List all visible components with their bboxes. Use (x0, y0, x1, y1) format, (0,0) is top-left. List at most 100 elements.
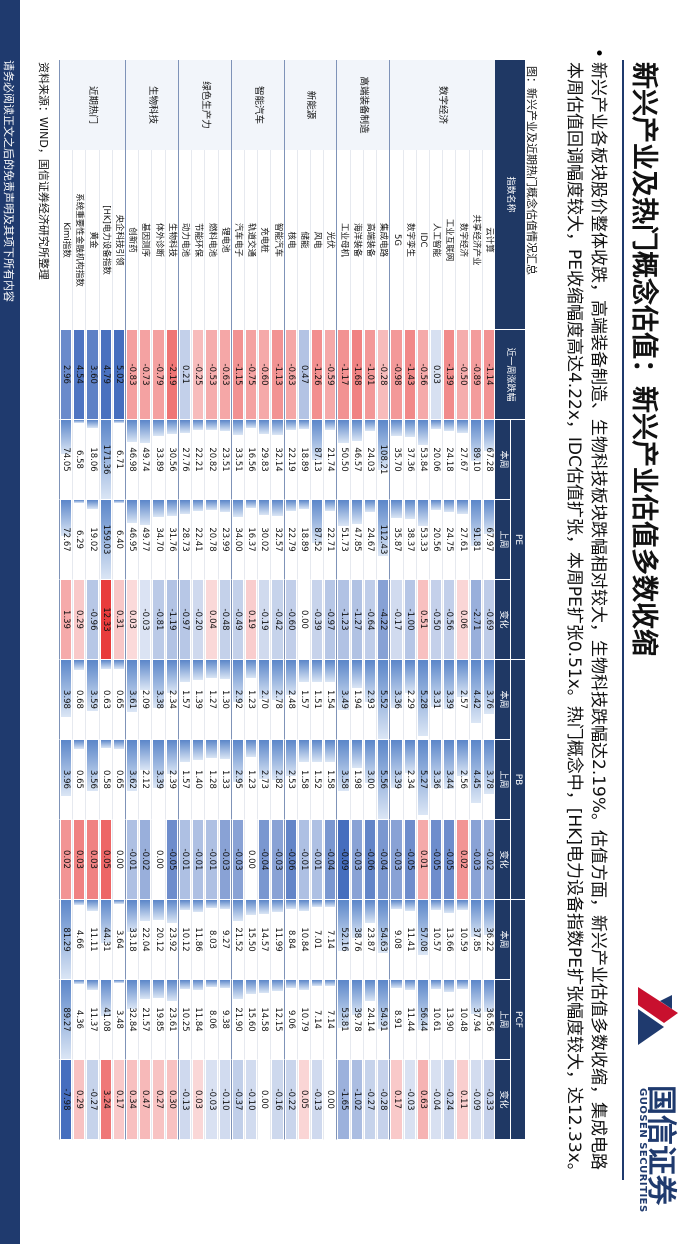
value-cell: 4.79 (98, 330, 112, 420)
cell-text: 2.70 (259, 690, 270, 709)
value-cell: 44.31 (98, 900, 112, 980)
cell-text: -0.10 (219, 1088, 230, 1111)
value-cell: 2.95 (230, 740, 244, 820)
cell-text: 39.78 (351, 1007, 362, 1032)
cell-text: 3.24 (100, 1090, 111, 1109)
cell-text: 21.74 (325, 447, 336, 472)
cell-text: -0.09 (338, 848, 349, 871)
cell-text: -0.50 (457, 363, 468, 386)
cell-text: 24.14 (365, 1007, 376, 1032)
value-cell: 171.36 (98, 420, 112, 500)
group-cell: 近期热门 (59, 60, 126, 150)
value-cell: 0.34 (125, 1060, 139, 1140)
value-cell: 0.17 (111, 1060, 126, 1140)
value-cell: 7.14 (323, 980, 337, 1060)
cell-text: 49.74 (140, 447, 151, 472)
row-name: 央企科技引领 (111, 150, 126, 330)
cell-text: 2.73 (259, 770, 270, 789)
cell-text: 33.18 (127, 927, 138, 952)
cell-text: 46.57 (351, 447, 362, 472)
row-name: 储能 (296, 150, 311, 330)
cell-text: 2.93 (365, 690, 376, 709)
bullet-text: 新兴产业各板块股价整体收跌，高端装备制造、生物科技板块跌幅相对较大，生物科技跌幅… (564, 62, 608, 1180)
cell-text: 3.62 (127, 770, 138, 789)
cell-text: 23.87 (365, 927, 376, 952)
value-cell: 0.03 (125, 580, 139, 660)
cell-text: 5.28 (417, 690, 428, 709)
value-cell: 0.27 (151, 1060, 165, 1140)
value-cell: 10.48 (455, 980, 469, 1060)
value-cell: -0.39 (310, 580, 324, 660)
value-cell: 1.98 (349, 740, 363, 820)
cell-text: 22.19 (285, 447, 296, 472)
value-cell: -0.56 (442, 580, 456, 660)
value-cell: -0.10 (243, 1060, 258, 1140)
cell-text: 4.79 (100, 365, 111, 384)
value-cell: 72.67 (59, 500, 73, 580)
cell-text: 23.99 (219, 527, 230, 552)
value-cell: 87.52 (310, 500, 324, 580)
cell-text: 56.44 (417, 1007, 428, 1032)
value-cell: 23.92 (164, 900, 178, 980)
value-cell: -0.22 (283, 1060, 297, 1140)
value-cell: 20.82 (204, 420, 218, 500)
value-cell: 27.67 (455, 420, 469, 500)
row-name: 海洋装备 (349, 150, 363, 330)
value-cell: -1.01 (362, 330, 377, 420)
cell-text: -0.01 (180, 848, 191, 871)
cell-text: 22.41 (193, 527, 204, 552)
cell-text: 3.56 (87, 770, 98, 789)
cell-text: 171.36 (100, 444, 111, 475)
cell-text: 21.90 (232, 1007, 243, 1032)
cell-text: -0.59 (325, 363, 336, 386)
value-cell: -1.00 (402, 580, 416, 660)
value-cell: 24.03 (362, 420, 377, 500)
cell-text: 3.76 (484, 690, 494, 709)
row-name: 创新药 (125, 150, 139, 330)
cell-text: -1.19 (166, 608, 177, 631)
cell-text: -0.16 (272, 1088, 283, 1111)
cell-text: -0.03 (206, 1088, 217, 1111)
logo (636, 985, 678, 1045)
value-cell: 108.21 (376, 420, 390, 500)
row-name: 智能汽车 (270, 150, 284, 330)
cell-text: 5.56 (378, 770, 389, 789)
value-cell: 21.90 (230, 980, 244, 1060)
cell-text: 1.30 (219, 690, 230, 709)
cell-text: 36.56 (484, 1007, 494, 1032)
cell-text: -0.98 (391, 363, 402, 386)
cell-text: 21.57 (140, 1007, 151, 1032)
cell-text: 50.50 (338, 447, 349, 472)
row-name: 核电 (283, 150, 297, 330)
value-cell: -0.06 (283, 820, 297, 900)
cell-text: 89.10 (470, 447, 481, 472)
cell-text: 1.51 (312, 690, 323, 709)
value-cell: 5.28 (415, 660, 429, 740)
cell-text: -1.00 (404, 608, 415, 631)
value-cell: 3.78 (481, 740, 495, 820)
cell-text: 1.57 (180, 690, 191, 709)
value-cell: -2.71 (468, 580, 482, 660)
value-cell: 23.87 (362, 900, 377, 980)
cell-text: 41.08 (100, 1007, 111, 1032)
cell-text: 2.56 (457, 770, 468, 789)
cell-text: 3.31 (431, 690, 442, 709)
value-cell: 6.71 (111, 420, 126, 500)
cell-text: 0.27 (153, 1090, 164, 1109)
cell-text: 11.37 (87, 1007, 98, 1032)
header-cell: 近一周涨跌幅 (495, 330, 525, 420)
cell-text: -0.20 (193, 608, 204, 631)
cell-text: 2.92 (232, 690, 243, 709)
value-cell: -0.75 (243, 330, 258, 420)
cell-text: -2.19 (166, 363, 177, 386)
cell-text: -0.33 (484, 1088, 494, 1111)
value-cell: -0.03 (270, 820, 284, 900)
value-cell: 0.00 (257, 1060, 271, 1140)
cell-text: -0.60 (285, 608, 296, 631)
value-cell: 46.57 (349, 420, 363, 500)
row-name: 轨道交通 (243, 150, 258, 330)
value-cell: -0.64 (362, 580, 377, 660)
value-cell: -7.98 (59, 1060, 73, 1140)
cell-text: 47.85 (351, 527, 362, 552)
group-cell: 新能源 (283, 60, 337, 150)
